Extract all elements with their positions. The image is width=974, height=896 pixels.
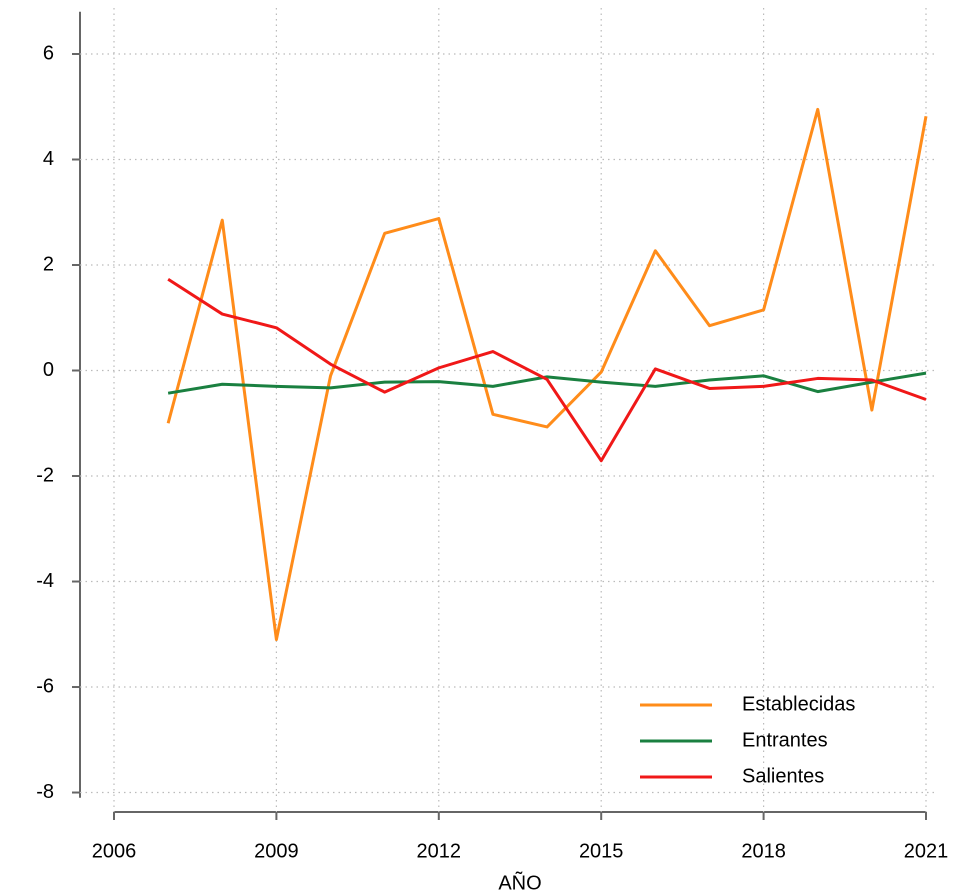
- y-tick-label: 2: [43, 253, 54, 275]
- series-line: [167, 277, 927, 463]
- y-tick-label: 6: [43, 42, 54, 64]
- x-tick-label: 2018: [741, 840, 786, 862]
- legend-label: Salientes: [742, 765, 824, 787]
- x-tick-label: 2009: [254, 840, 299, 862]
- x-tick-label: 2015: [579, 840, 624, 862]
- legend-label: Establecidas: [742, 693, 855, 715]
- y-tick-label: -2: [36, 464, 54, 486]
- x-tick-label: 2012: [417, 840, 462, 862]
- x-tick-label: 2006: [92, 840, 137, 862]
- y-tick-label: 0: [43, 359, 54, 381]
- x-tick-label: 2021: [904, 840, 949, 862]
- series-line: [167, 371, 927, 395]
- y-tick-label: -6: [36, 675, 54, 697]
- y-tick-label: 4: [43, 148, 54, 170]
- x-axis-label: AÑO: [498, 870, 541, 894]
- y-tick-label: -4: [36, 570, 54, 592]
- series-line: [166, 107, 928, 642]
- y-tick-label: -8: [36, 781, 54, 803]
- legend-label: Entrantes: [742, 729, 828, 751]
